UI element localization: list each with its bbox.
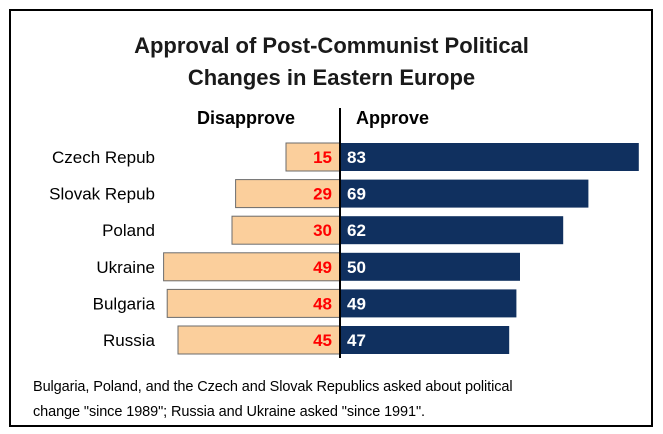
approve-bar [340, 216, 564, 245]
approve-value-label: 83 [347, 148, 366, 167]
approve-bar [340, 289, 517, 318]
disapprove-value-label: 48 [313, 294, 332, 313]
disapprove-value-label: 30 [313, 221, 332, 240]
disapprove-value-label: 15 [313, 148, 332, 167]
footnote-line1: Bulgaria, Poland, and the Czech and Slov… [33, 379, 513, 395]
chart-border [9, 9, 653, 427]
category-label: Bulgaria [93, 294, 156, 313]
disapprove-bar [235, 179, 341, 209]
disapprove-value-label: 29 [313, 185, 332, 204]
approve-value-label: 47 [347, 331, 366, 350]
disapprove-bar [177, 325, 341, 355]
chart-title-line1: Approval of Post-Communist Political [134, 33, 529, 58]
disapprove-bar [163, 252, 341, 282]
chart-title-line2: Changes in Eastern Europe [187, 65, 476, 90]
category-label: Poland [102, 221, 155, 240]
category-label: Slovak Repub [49, 185, 155, 204]
footnote: Bulgaria, Poland, and the Czech and Slov… [33, 375, 643, 425]
approve-bar [340, 143, 639, 171]
approve-bar [340, 179, 589, 208]
approve-bar [340, 326, 510, 354]
footnote-line2: change "since 1989"; Russia and Ukraine … [33, 404, 425, 420]
header-disapprove: Disapprove [197, 108, 296, 128]
header-approve: Approve [356, 108, 430, 128]
approve-value-label: 49 [347, 294, 366, 313]
category-label: Czech Repub [52, 148, 155, 167]
disapprove-value-label: 49 [313, 258, 332, 277]
disapprove-bar [285, 142, 341, 172]
category-label: Russia [103, 331, 156, 350]
approve-bar [340, 252, 520, 281]
approve-value-label: 69 [347, 185, 366, 204]
approve-value-label: 50 [347, 258, 366, 277]
category-label: Ukraine [96, 258, 155, 277]
disapprove-value-label: 45 [313, 331, 332, 350]
disapprove-bar [166, 288, 341, 318]
approve-value-label: 62 [347, 221, 366, 240]
